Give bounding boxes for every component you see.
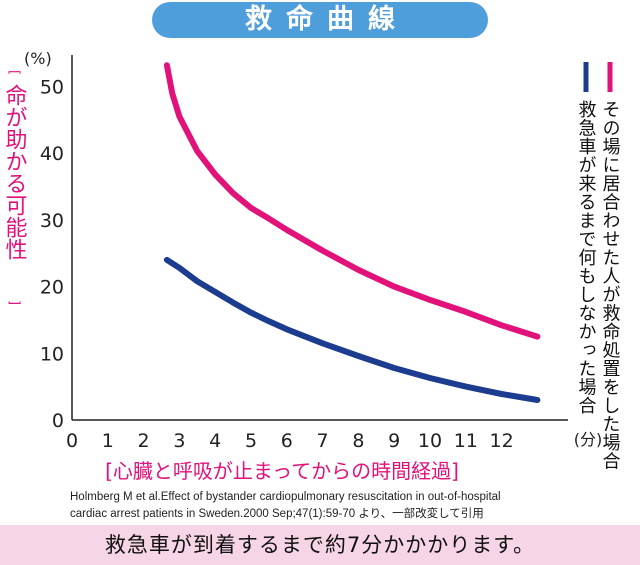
legend-entry-2: 救急車が来るまで何もしなかった場合 — [576, 62, 597, 415]
source-line-2: cardiac arrest patients in Sweden.2000 S… — [70, 506, 484, 520]
x-tick-label: 2 — [138, 430, 150, 452]
x-tick-label: 7 — [317, 430, 329, 452]
x-tick-label: 9 — [388, 430, 400, 452]
y-label-bracket-open: [ — [7, 70, 22, 75]
axes — [71, 55, 568, 421]
footer-note: 救急車が到着するまで約7分かかかります。 — [104, 533, 536, 557]
x-tick-label: 0 — [66, 430, 78, 452]
x-unit-label: (分) — [574, 430, 603, 449]
axis-labels: [ 命が助かる可能性] [心臓と呼吸が止まってからの時間経過] — [2, 70, 459, 483]
title-banner — [152, 2, 488, 38]
series-lines — [163, 62, 541, 403]
x-tick-label: 6 — [281, 430, 293, 452]
y-tick-label: 0 — [52, 410, 64, 432]
y-tick-label: 50 — [40, 77, 64, 99]
y-axis-label: 命が助かる可能性 — [2, 84, 28, 260]
y-tick-label: 20 — [40, 277, 64, 299]
y-tick-label: 30 — [40, 210, 64, 232]
x-tick-label: 5 — [245, 430, 257, 452]
x-tick-label: 12 — [490, 430, 514, 452]
footer-bar — [0, 525, 640, 565]
x-tick-label: 1 — [102, 430, 114, 452]
source-line-1: Holmberg M et al.Effect of bystander car… — [70, 491, 501, 503]
x-axis-label: [心臓と呼吸が止まってからの時間経過] — [105, 459, 459, 483]
legend-label: その場に居合わせた人が救命処置をした場合 — [600, 100, 621, 470]
y-tick-label: 10 — [40, 343, 64, 365]
y-label-bracket-close: ] — [7, 300, 22, 305]
series-line-2 — [163, 256, 541, 403]
y-unit-label: (%) — [24, 49, 52, 68]
y-tick-label: 40 — [40, 143, 64, 165]
x-tick-label: 4 — [209, 430, 221, 452]
x-tick-label: 3 — [173, 430, 185, 452]
x-tick-label: 10 — [418, 430, 442, 452]
legend-label: 救急車が来るまで何もしなかった場合 — [576, 100, 597, 415]
source-citation: Holmberg M et al.Effect of bystander car… — [70, 491, 501, 520]
x-tick-label: 8 — [352, 430, 364, 452]
series-line-1 — [163, 62, 541, 340]
legend-entry-1: その場に居合わせた人が救命処置をした場合 — [600, 62, 621, 470]
x-tick-label: 11 — [454, 430, 478, 452]
chart-title: 救命曲線 — [245, 4, 409, 35]
